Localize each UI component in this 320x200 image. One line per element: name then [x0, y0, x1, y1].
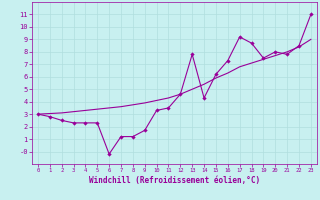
X-axis label: Windchill (Refroidissement éolien,°C): Windchill (Refroidissement éolien,°C): [89, 176, 260, 185]
